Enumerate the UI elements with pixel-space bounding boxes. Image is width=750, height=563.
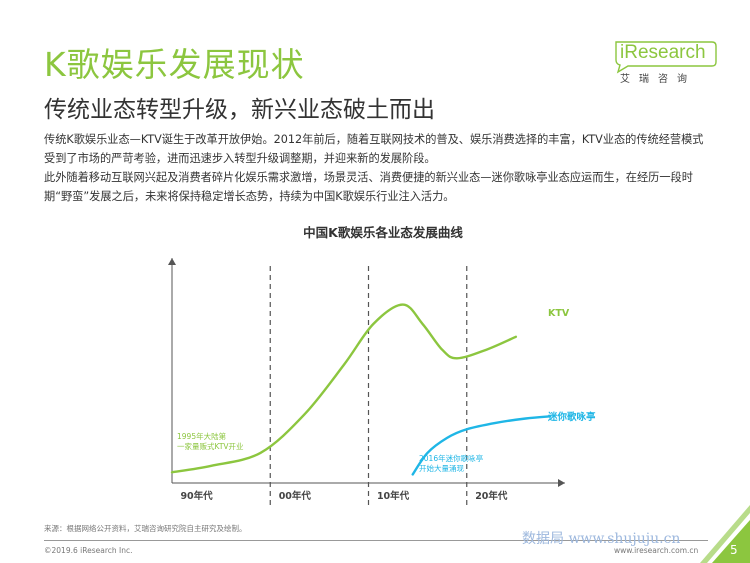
x-tick-label: 00年代 bbox=[279, 490, 312, 502]
copyright-text: ©2019.6 iResearch Inc. bbox=[44, 546, 133, 555]
x-axis-arrow bbox=[558, 479, 565, 487]
logo-bubble-icon bbox=[615, 41, 717, 74]
page-title: K歌娱乐发展现状 bbox=[44, 45, 305, 84]
x-tick-labels: 90年代 00年代 10年代 20年代 bbox=[180, 490, 507, 502]
logo-chinese-name: 艾瑞咨询 bbox=[620, 74, 696, 85]
series-lines bbox=[170, 303, 552, 476]
chart-axes bbox=[168, 258, 565, 487]
mini-ktv-series-line bbox=[411, 415, 552, 476]
iresearch-logo: iResearch 艾瑞咨询 bbox=[610, 38, 720, 90]
y-axis-arrow bbox=[168, 258, 176, 265]
x-tick-label: 90年代 bbox=[180, 490, 213, 502]
chart-annotations: 1995年大陆第一家量贩式KTV开业 2016年迷你歌咏亭开始大量涌现 bbox=[177, 431, 484, 473]
era-dividers bbox=[269, 266, 468, 505]
ktv-series-line bbox=[170, 303, 518, 474]
website-link[interactable]: www.iresearch.com.cn bbox=[614, 546, 699, 555]
series-labels: KTV 迷你歌咏亭 bbox=[547, 308, 596, 423]
source-note: 来源：根据网络公开资料，艾瑞咨询研究院自主研究及绘制。 bbox=[44, 524, 247, 533]
footer-divider bbox=[44, 540, 708, 541]
annotation-1995-ktv: 1995年大陆第一家量贩式KTV开业 bbox=[177, 431, 244, 451]
annotation-2016-mini-ktv: 2016年迷你歌咏亭开始大量涌现 bbox=[419, 453, 484, 473]
intro-paragraph-2: 此外随着移动互联网兴起及消费者碎片化娱乐需求激增，场景灵活、消费便捷的新兴业态—… bbox=[44, 171, 693, 203]
page-subtitle: 传统业态转型升级，新兴业态破土而出 bbox=[44, 97, 435, 123]
intro-paragraph-1: 传统K歌娱乐业态—KTV诞生于改革开放伊始。2012年前后，随着互联网技术的普及… bbox=[44, 133, 704, 165]
x-tick-label: 20年代 bbox=[475, 490, 508, 502]
logo-wordmark: iResearch bbox=[620, 42, 706, 63]
x-tick-label: 10年代 bbox=[377, 490, 410, 502]
chart-title: 中国K歌娱乐各业态发展曲线 bbox=[303, 225, 463, 240]
mini-ktv-series-label: 迷你歌咏亭 bbox=[547, 411, 596, 423]
page-number: 5 bbox=[730, 543, 738, 557]
ktv-series-label: KTV bbox=[548, 308, 570, 319]
watermark-text: 数据局 www.shujuju.cn bbox=[522, 531, 681, 547]
